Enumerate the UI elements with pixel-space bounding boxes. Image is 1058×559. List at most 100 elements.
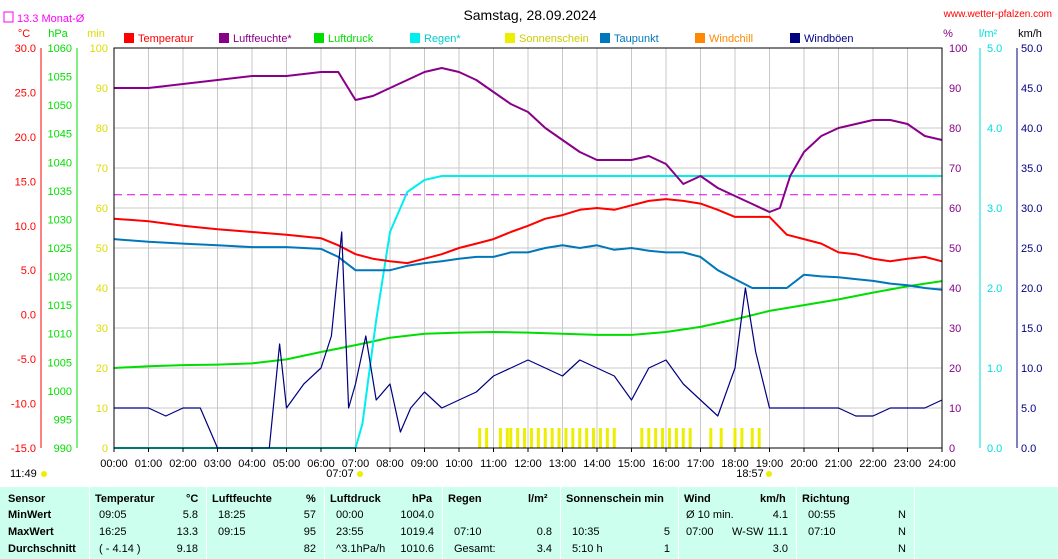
pressure-value: 1019.4: [400, 526, 434, 538]
temp-value: 9.18: [176, 543, 198, 555]
sunshine-bar: [578, 428, 582, 448]
humidity-tick: 0: [949, 443, 955, 455]
x-tick: 06:00: [307, 458, 335, 470]
wind-value: 3.0: [772, 543, 788, 555]
sun-tick: 0: [102, 443, 108, 455]
legend-label: Windböen: [804, 33, 854, 45]
wind-tick: 40.0: [1021, 123, 1042, 135]
x-tick: 11:00: [480, 458, 507, 470]
legend-swatch: [790, 33, 800, 43]
temp-time: 09:05: [99, 509, 127, 521]
wind-tick: 50.0: [1021, 43, 1042, 55]
sunshine-bar: [592, 428, 596, 448]
sun-time: 10:35: [572, 526, 600, 538]
sun-tick: 10: [96, 403, 108, 415]
header-temperature: Temperatur: [95, 493, 155, 505]
x-tick: 09:00: [411, 458, 439, 470]
x-tick: 13:00: [549, 458, 577, 470]
col-divider: [324, 487, 325, 559]
rain-tick: 2.0: [987, 283, 1002, 295]
direction-time: 07:10: [808, 526, 836, 538]
sunshine-bar: [571, 428, 575, 448]
header-sun: Sonnenschein min: [566, 493, 664, 505]
legend-swatch: [410, 33, 420, 43]
sun-tick: 30: [96, 323, 108, 335]
legend-swatch: [600, 33, 610, 43]
humidity-tick: 80: [949, 123, 961, 135]
wind-tick: 25.0: [1021, 243, 1042, 255]
legend-swatch: [124, 33, 134, 43]
left-corner-time: 11:49: [10, 468, 37, 480]
sunshine-bar: [647, 428, 651, 448]
wind-tick: 15.0: [1021, 323, 1042, 335]
sun-tick: 70: [96, 163, 108, 175]
right-axes: 10090807060504030201005.04.03.02.01.00.0…: [949, 43, 1042, 455]
sun-time: 5:10 h: [572, 543, 603, 555]
chart-grid: [113, 47, 943, 449]
sunshine-bar: [654, 428, 658, 448]
sunshine-bar: [564, 428, 568, 448]
pressure-value: 1010.6: [400, 543, 434, 555]
x-tick: 19:00: [756, 458, 784, 470]
rain-tick: 0.0: [987, 443, 1002, 455]
sunshine-bar: [750, 428, 754, 448]
sunshine-bar: [640, 428, 644, 448]
sunshine-bar: [605, 428, 609, 448]
pressure-tick: 1010: [48, 329, 72, 341]
temp-tick: 30.0: [15, 43, 36, 55]
col-divider: [560, 487, 561, 559]
wind-direction: W-SW: [732, 526, 764, 538]
website-label[interactable]: www.wetter-pfalzen.com: [943, 9, 1052, 20]
chart-header: Samstag, 28.09.2024 www.wetter-pfalzen.c…: [3, 7, 1052, 480]
header-pressure-unit: hPa: [412, 493, 433, 505]
temp-tick: -5.0: [17, 354, 36, 366]
direction-value: N: [898, 526, 906, 538]
wind-time: Ø 10 min.: [686, 509, 734, 521]
x-tick: 05:00: [273, 458, 301, 470]
temp-time: 16:25: [99, 526, 127, 538]
pressure-tick: 1025: [48, 243, 72, 255]
rain-tick: 3.0: [987, 203, 1002, 215]
pressure-value: 1004.0: [400, 509, 434, 521]
rain-tick: 4.0: [987, 123, 1002, 135]
sunshine-bar: [667, 428, 671, 448]
sunshine-bar: [550, 428, 554, 448]
pressure-tick: 1035: [48, 186, 72, 198]
rain-value: 3.4: [536, 543, 552, 555]
sun-value: 1: [663, 543, 670, 555]
series-line-temperatur: [113, 198, 943, 265]
humidity-tick: 70: [949, 163, 961, 175]
rain-value: 0.8: [536, 526, 552, 538]
legend-swatch: [314, 33, 324, 43]
col-divider: [678, 487, 679, 559]
legend-swatch: [505, 33, 515, 43]
sunshine-bar: [612, 428, 616, 448]
temp-value: 5.8: [182, 509, 198, 521]
x-tick: 20:00: [790, 458, 818, 470]
wind-tick: 30.0: [1021, 203, 1042, 215]
wind-tick: 5.0: [1021, 403, 1036, 415]
pressure-tick: 1045: [48, 129, 72, 141]
humidity-tick: 40: [949, 283, 961, 295]
x-tick: 15:00: [618, 458, 646, 470]
monthly-rain-label: 13.3 Monat-Ø: [17, 13, 85, 25]
x-tick: 01:00: [135, 458, 163, 470]
sun-value: 5: [663, 526, 670, 538]
x-tick: 08:00: [376, 458, 404, 470]
temp-value: 13.3: [176, 526, 198, 538]
humidity-tick: 60: [949, 203, 961, 215]
x-tick: 00:00: [100, 458, 128, 470]
temp-tick: 15.0: [15, 176, 36, 188]
rain-time: 07:10: [454, 526, 482, 538]
wind-value: 4.1: [772, 509, 788, 521]
humidity-tick: 10: [949, 403, 961, 415]
sunrise-time: 07:07: [326, 468, 354, 480]
header-temperature-unit: °C: [186, 493, 199, 505]
sun-tick: 40: [96, 283, 108, 295]
pressure-tick: 1055: [48, 72, 72, 84]
sunset-time: 18:57: [736, 468, 764, 480]
humidity-tick: 20: [949, 363, 961, 375]
sunshine-bar: [557, 428, 561, 448]
temp-tick: 10.0: [15, 221, 36, 233]
series-line-luftdruck: [113, 280, 943, 369]
